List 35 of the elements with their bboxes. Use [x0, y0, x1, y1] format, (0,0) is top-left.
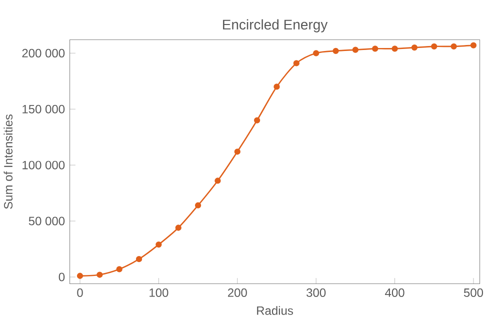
x-tick-label: 100	[150, 288, 168, 297]
y-tick-label: 0	[58, 272, 65, 282]
x-tick-label: 200	[228, 288, 247, 297]
point	[194, 202, 202, 208]
point	[431, 43, 438, 50]
point	[470, 42, 477, 48]
point	[293, 60, 300, 66]
point	[254, 117, 260, 124]
point	[392, 46, 398, 52]
y-tick-label: 100 000	[22, 160, 65, 170]
point	[352, 46, 358, 53]
point	[274, 84, 280, 90]
point	[332, 48, 339, 54]
point	[136, 256, 142, 262]
point	[214, 178, 221, 184]
x-tick-label: 300	[306, 288, 326, 297]
point	[96, 272, 103, 278]
point	[450, 43, 457, 50]
point	[411, 44, 418, 51]
point	[156, 241, 162, 248]
point	[175, 224, 182, 231]
y-tick-label: 150 000	[22, 104, 65, 114]
point	[313, 50, 320, 56]
point	[372, 46, 378, 52]
y-tick-label: 200 000	[22, 48, 65, 58]
x-tick-label: 500	[464, 288, 484, 297]
y-axis-title: Sum of Intensities	[4, 114, 13, 209]
x-axis-title: Radius	[257, 306, 293, 315]
x-tick-label: 0	[77, 288, 83, 297]
point	[234, 148, 240, 155]
y-tick-label: 50 000	[28, 216, 65, 226]
point	[76, 272, 84, 279]
point	[116, 266, 122, 272]
chart-title: Encircled Energy	[223, 19, 328, 32]
x-tick-label: 400	[385, 288, 404, 297]
